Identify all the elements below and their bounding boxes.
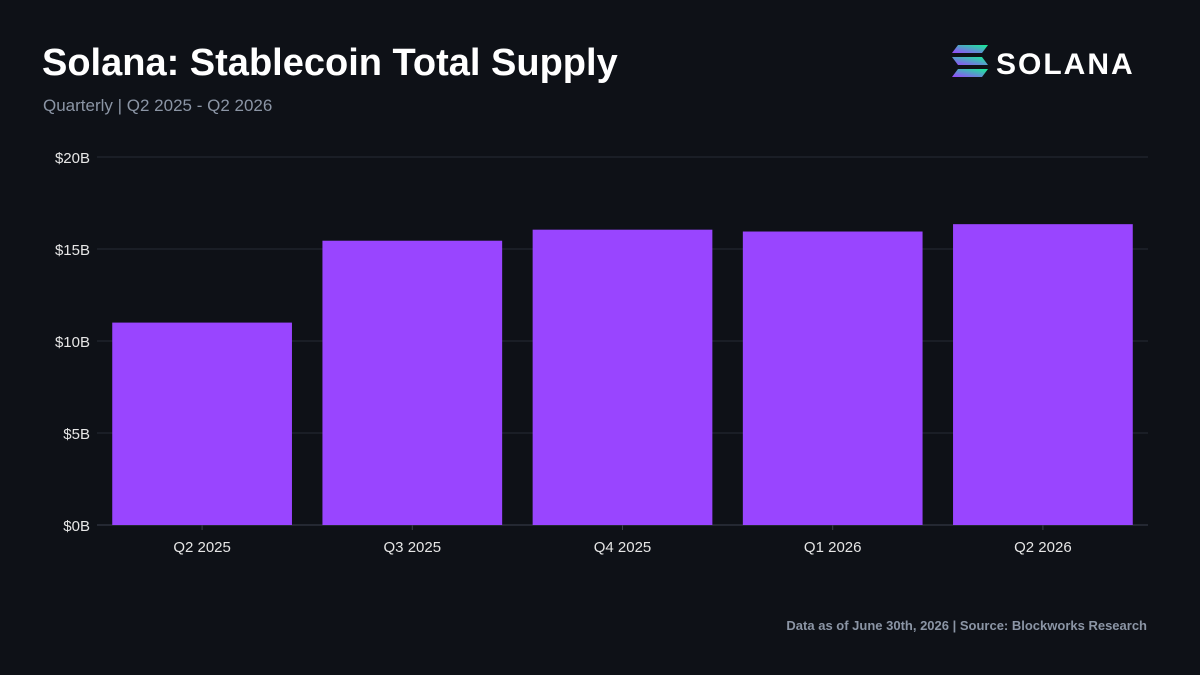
- source-footnote: Data as of June 30th, 2026 | Source: Blo…: [786, 618, 1147, 633]
- bar: [742, 231, 923, 525]
- x-tick-label: Q4 2025: [594, 539, 652, 556]
- y-tick-label: $10B: [55, 334, 90, 351]
- y-tick-label: $20B: [55, 150, 90, 167]
- y-tick-label: $15B: [55, 242, 90, 259]
- chart-subtitle: Quarterly | Q2 2025 - Q2 2026: [43, 96, 273, 115]
- chart-title: Solana: Stablecoin Total Supply: [42, 42, 618, 84]
- bar: [532, 229, 713, 525]
- x-tick-label: Q1 2026: [804, 539, 862, 556]
- bar: [953, 224, 1133, 525]
- solana-wordmark: SOLANA: [996, 48, 1135, 79]
- bar: [322, 240, 503, 525]
- solana-mark-icon: [952, 45, 988, 77]
- y-tick-label: $5B: [63, 426, 90, 443]
- y-tick-label: $0B: [63, 518, 90, 535]
- x-tick-label: Q3 2025: [384, 539, 442, 556]
- x-tick-label: Q2 2025: [173, 539, 231, 556]
- x-tick-label: Q2 2026: [1014, 539, 1072, 556]
- solana-logo: SOLANA: [952, 45, 1135, 79]
- bar: [112, 322, 292, 525]
